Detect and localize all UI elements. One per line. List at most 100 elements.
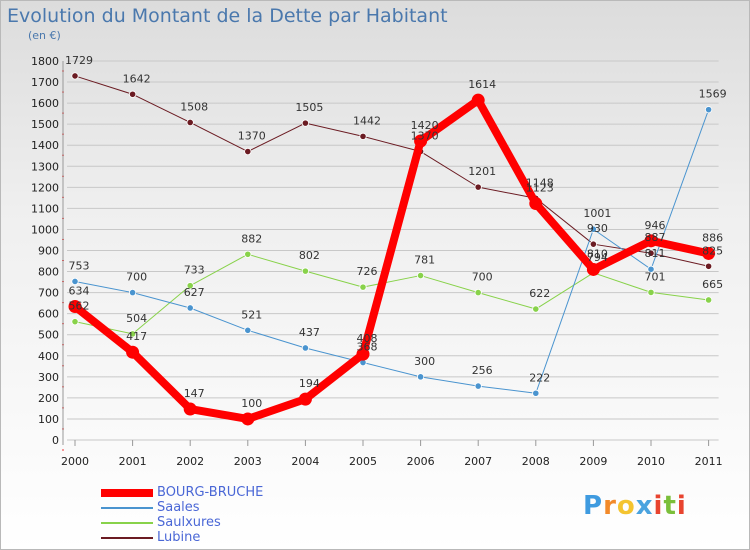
data-label: 1370 [411, 130, 439, 143]
data-label: 194 [299, 377, 320, 390]
data-label: 300 [414, 355, 435, 368]
x-tick-label: 2003 [234, 455, 262, 468]
data-point [647, 249, 655, 257]
x-tick-label: 2006 [407, 455, 435, 468]
brand-logo-letter: t [663, 491, 677, 521]
data-label: 794 [587, 251, 608, 264]
data-label: 627 [184, 286, 205, 299]
series-line [74, 75, 710, 267]
data-label: 1642 [123, 72, 151, 85]
data-point [359, 283, 367, 291]
y-tick-label: 100 [38, 413, 59, 426]
data-label: 802 [299, 249, 320, 262]
data-point [186, 118, 194, 127]
x-tick-label: 2011 [695, 455, 723, 468]
data-point [186, 282, 194, 290]
data-label: 700 [126, 271, 147, 284]
data-label: 417 [126, 330, 147, 343]
brand-logo-letter: x [635, 491, 654, 521]
data-label: 562 [69, 300, 90, 313]
series-lines [68, 72, 716, 426]
data-point [183, 402, 197, 416]
x-tick-label: 2000 [61, 455, 89, 468]
data-point [71, 72, 79, 80]
data-label: 1442 [353, 114, 381, 127]
y-tick-label: 1100 [31, 202, 59, 215]
data-label: 437 [299, 326, 320, 339]
x-tick-label: 2009 [579, 455, 607, 468]
data-point [532, 389, 540, 397]
data-label: 1505 [295, 101, 323, 114]
chart-subtitle: (en €) [28, 29, 61, 42]
data-point [589, 225, 598, 233]
data-point [359, 132, 367, 140]
data-label: 521 [241, 308, 262, 321]
x-tick-label: 2007 [464, 455, 492, 468]
data-label: 811 [645, 247, 666, 260]
data-point [301, 119, 309, 127]
legend-item: Lubine [101, 530, 301, 545]
legend-item: Saulxures [101, 515, 301, 530]
data-point [416, 373, 425, 381]
data-point [244, 326, 252, 334]
legend-label: Saales [157, 500, 200, 515]
data-label: 781 [414, 254, 435, 267]
legend-swatch [101, 521, 153, 524]
data-point [244, 250, 252, 258]
y-tick-label: 200 [38, 392, 59, 405]
data-point [586, 262, 600, 276]
data-point [529, 197, 543, 211]
y-tick-label: 400 [38, 350, 59, 363]
data-label: 726 [357, 265, 378, 278]
y-tick-label: 300 [38, 371, 59, 384]
data-label: 946 [645, 219, 666, 232]
data-point [244, 147, 252, 156]
x-tick-label: 2004 [291, 455, 319, 468]
chart-title: Evolution du Montant de la Dette par Hab… [7, 5, 448, 27]
data-point [126, 345, 140, 359]
y-tick-label: 1000 [31, 223, 59, 236]
data-point [416, 271, 425, 280]
data-label: 1614 [468, 78, 496, 91]
data-point [704, 262, 713, 270]
series-line [74, 109, 710, 394]
data-point [298, 392, 312, 406]
brand-logo-letter: o [616, 491, 636, 521]
data-label: 1569 [699, 88, 727, 101]
y-tick-label: 800 [38, 266, 59, 279]
data-point [474, 382, 482, 390]
y-tick-label: 1400 [31, 139, 59, 152]
data-label: 634 [69, 285, 90, 298]
data-label: 665 [702, 278, 723, 291]
data-point [644, 234, 658, 248]
data-label: 1001 [583, 207, 611, 220]
y-tick-label: 1200 [31, 181, 59, 194]
data-point [71, 277, 79, 286]
data-label: 504 [126, 312, 147, 325]
series-line [71, 96, 713, 423]
data-label: 753 [69, 259, 90, 272]
data-label: 1201 [468, 165, 496, 178]
data-point [129, 90, 137, 98]
legend-label: BOURG-BRUCHE [157, 485, 264, 500]
data-label: 1729 [65, 54, 93, 67]
data-point [186, 304, 194, 312]
brand-logo-letter: i [676, 491, 687, 521]
legend-swatch [101, 488, 153, 497]
data-point [589, 240, 598, 248]
data-label: 825 [702, 244, 723, 257]
legend-item: Saales [101, 500, 301, 515]
y-tick-label: 1300 [31, 160, 59, 173]
y-tick-label: 1700 [31, 76, 59, 89]
data-point [68, 300, 82, 314]
data-label: 810 [587, 247, 608, 260]
x-tick-label: 2010 [637, 455, 665, 468]
data-point [71, 318, 79, 326]
data-labels: 1729 1642 1508 1370 1505 1442 1370 1201 1148 930 8… [65, 54, 727, 410]
y-tick-label: 700 [38, 287, 59, 300]
data-label: 256 [472, 364, 493, 377]
y-tick-label: 0 [52, 434, 59, 447]
brand-logo-letter: r [603, 491, 617, 521]
brand-logo: Proxiti [583, 491, 687, 521]
